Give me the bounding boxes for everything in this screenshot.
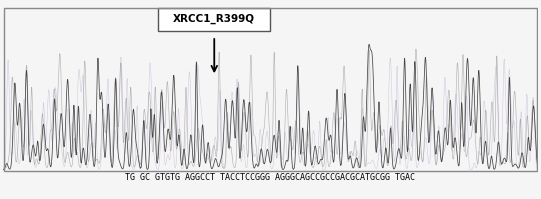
- FancyBboxPatch shape: [158, 8, 270, 31]
- Text: TG GC GTGTG AGGCCT TACCTCCGGG AGGGCAGCCGCCGACGCATGCGG TGAC: TG GC GTGTG AGGCCT TACCTCCGGG AGGGCAGCCG…: [126, 173, 415, 182]
- Text: XRCC1_R399Q: XRCC1_R399Q: [173, 14, 255, 24]
